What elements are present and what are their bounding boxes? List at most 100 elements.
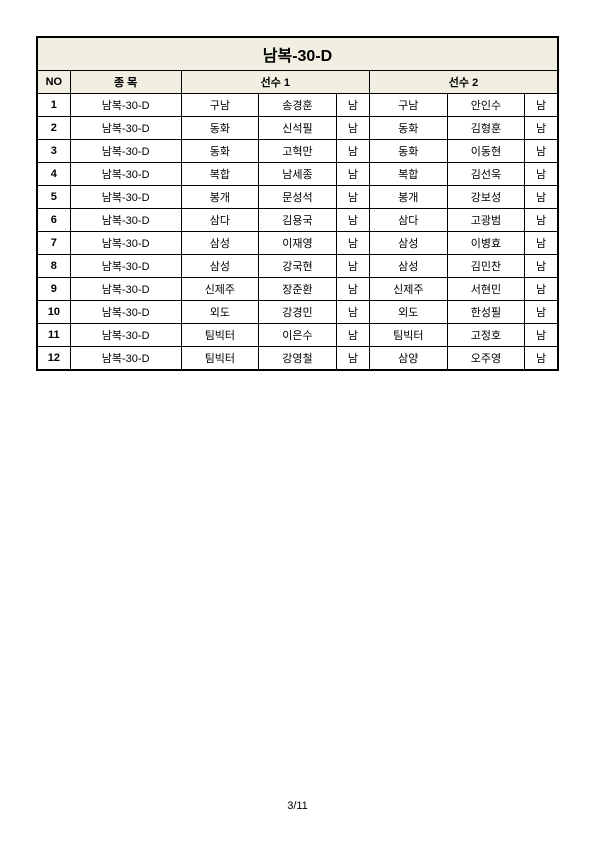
cell-p1-team: 삼성 (181, 255, 259, 278)
cell-p1-team: 동화 (181, 117, 259, 140)
cell-p2-name: 오주영 (447, 347, 525, 371)
cell-p2-name: 김형훈 (447, 117, 525, 140)
table-row: 5남복-30-D봉개문성석남봉개강보성남 (37, 186, 558, 209)
col-player1: 선수 1 (181, 71, 369, 94)
cell-p2-team: 팀빅터 (370, 324, 448, 347)
table-title: 남복-30-D (37, 37, 558, 71)
cell-no: 8 (37, 255, 70, 278)
cell-p1-gender: 남 (336, 163, 369, 186)
cell-p2-team: 삼성 (370, 232, 448, 255)
cell-category: 남복-30-D (70, 94, 181, 117)
cell-p2-name: 안인수 (447, 94, 525, 117)
table-header-row: NO 종 목 선수 1 선수 2 (37, 71, 558, 94)
cell-no: 11 (37, 324, 70, 347)
cell-no: 5 (37, 186, 70, 209)
table-row: 11남복-30-D팀빅터이은수남팀빅터고정호남 (37, 324, 558, 347)
cell-category: 남복-30-D (70, 209, 181, 232)
cell-p1-team: 삼다 (181, 209, 259, 232)
cell-p2-gender: 남 (525, 324, 558, 347)
page-container: 남복-30-D NO 종 목 선수 1 선수 2 1남복-30-D구남송경훈남구… (0, 0, 595, 371)
cell-p1-name: 장준환 (259, 278, 337, 301)
cell-p1-gender: 남 (336, 186, 369, 209)
cell-p2-gender: 남 (525, 117, 558, 140)
cell-category: 남복-30-D (70, 140, 181, 163)
cell-category: 남복-30-D (70, 117, 181, 140)
cell-p2-name: 한성필 (447, 301, 525, 324)
cell-p1-name: 김용국 (259, 209, 337, 232)
cell-category: 남복-30-D (70, 163, 181, 186)
cell-p1-name: 남세종 (259, 163, 337, 186)
cell-p2-team: 삼성 (370, 255, 448, 278)
cell-p1-team: 신제주 (181, 278, 259, 301)
cell-category: 남복-30-D (70, 301, 181, 324)
table-row: 8남복-30-D삼성강국현남삼성김민찬남 (37, 255, 558, 278)
cell-p1-team: 팀빅터 (181, 347, 259, 371)
cell-p1-gender: 남 (336, 324, 369, 347)
cell-p2-team: 봉개 (370, 186, 448, 209)
cell-p1-name: 강영철 (259, 347, 337, 371)
roster-table: 남복-30-D NO 종 목 선수 1 선수 2 1남복-30-D구남송경훈남구… (36, 36, 559, 371)
cell-no: 6 (37, 209, 70, 232)
cell-no: 12 (37, 347, 70, 371)
cell-p2-gender: 남 (525, 232, 558, 255)
cell-no: 7 (37, 232, 70, 255)
cell-p2-team: 복합 (370, 163, 448, 186)
cell-p2-gender: 남 (525, 209, 558, 232)
cell-p1-team: 팀빅터 (181, 324, 259, 347)
cell-p2-team: 외도 (370, 301, 448, 324)
col-player2: 선수 2 (370, 71, 559, 94)
cell-p1-gender: 남 (336, 209, 369, 232)
table-row: 2남복-30-D동화신석필남동화김형훈남 (37, 117, 558, 140)
cell-p1-name: 이재영 (259, 232, 337, 255)
cell-p1-gender: 남 (336, 255, 369, 278)
cell-p1-gender: 남 (336, 117, 369, 140)
col-no: NO (37, 71, 70, 94)
cell-category: 남복-30-D (70, 232, 181, 255)
cell-category: 남복-30-D (70, 255, 181, 278)
cell-p2-gender: 남 (525, 163, 558, 186)
table-title-row: 남복-30-D (37, 37, 558, 71)
table-row: 3남복-30-D동화고혁만남동화이동현남 (37, 140, 558, 163)
cell-p1-name: 이은수 (259, 324, 337, 347)
cell-p2-name: 이병효 (447, 232, 525, 255)
cell-p2-name: 서현민 (447, 278, 525, 301)
cell-p1-name: 강국현 (259, 255, 337, 278)
cell-p1-name: 신석필 (259, 117, 337, 140)
cell-no: 10 (37, 301, 70, 324)
cell-p1-name: 고혁만 (259, 140, 337, 163)
cell-p1-team: 구남 (181, 94, 259, 117)
cell-p1-team: 봉개 (181, 186, 259, 209)
table-row: 6남복-30-D삼다김용국남삼다고광범남 (37, 209, 558, 232)
cell-p2-name: 이동현 (447, 140, 525, 163)
table-row: 4남복-30-D복합남세종남복합김선욱남 (37, 163, 558, 186)
cell-p2-team: 삼양 (370, 347, 448, 371)
cell-no: 2 (37, 117, 70, 140)
cell-p1-team: 외도 (181, 301, 259, 324)
cell-p2-gender: 남 (525, 301, 558, 324)
cell-p2-gender: 남 (525, 278, 558, 301)
cell-p1-team: 동화 (181, 140, 259, 163)
table-row: 10남복-30-D외도강경민남외도한성필남 (37, 301, 558, 324)
cell-p2-name: 고정호 (447, 324, 525, 347)
cell-p2-gender: 남 (525, 255, 558, 278)
cell-p2-name: 고광범 (447, 209, 525, 232)
cell-category: 남복-30-D (70, 347, 181, 371)
cell-p1-gender: 남 (336, 278, 369, 301)
cell-p1-gender: 남 (336, 301, 369, 324)
cell-p2-name: 강보성 (447, 186, 525, 209)
cell-p2-gender: 남 (525, 347, 558, 371)
cell-category: 남복-30-D (70, 278, 181, 301)
cell-p2-team: 삼다 (370, 209, 448, 232)
cell-p2-team: 동화 (370, 117, 448, 140)
cell-p2-name: 김선욱 (447, 163, 525, 186)
cell-p1-name: 문성석 (259, 186, 337, 209)
cell-no: 9 (37, 278, 70, 301)
table-row: 7남복-30-D삼성이재영남삼성이병효남 (37, 232, 558, 255)
cell-p1-team: 복합 (181, 163, 259, 186)
cell-p1-gender: 남 (336, 94, 369, 117)
cell-p1-gender: 남 (336, 232, 369, 255)
cell-category: 남복-30-D (70, 186, 181, 209)
cell-p1-name: 강경민 (259, 301, 337, 324)
cell-no: 3 (37, 140, 70, 163)
cell-p2-name: 김민찬 (447, 255, 525, 278)
